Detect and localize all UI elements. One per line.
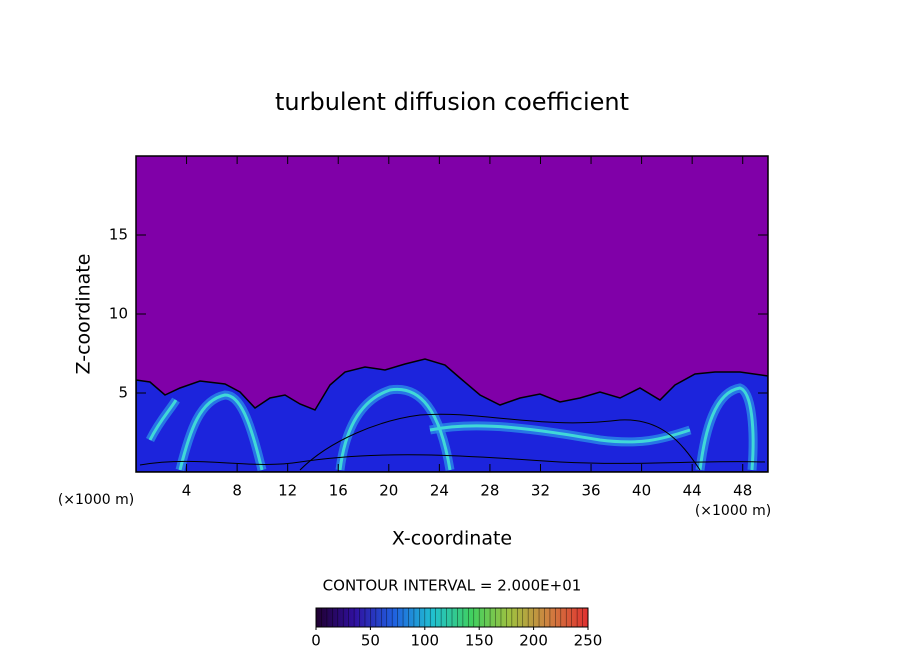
x-axis-label: X-coordinate [392,528,512,550]
y-tick-label: 5 [118,384,128,402]
x-tick-label: 20 [379,482,398,500]
field-streak [698,386,755,471]
chart-title: turbulent diffusion coefficient [275,88,629,116]
contour-line [139,454,766,466]
colorbar-tick-label: 50 [361,632,380,650]
field-streak [178,393,264,471]
contour-interval: CONTOUR INTERVAL = 2.000E+01 [323,577,582,595]
field-streak [338,387,452,471]
y-axis-label: Z-coordinate [73,254,95,375]
x-tick-label: 12 [278,482,297,500]
colorbar-tick-label: 0 [311,632,321,650]
colorbar-tick-label: 200 [519,632,548,650]
x-tick-label: 44 [683,482,702,500]
y-tick-label: 10 [109,305,128,323]
colorbar-tick-label: 150 [465,632,494,650]
field-streak [148,399,178,441]
x-unit-label: (×1000 m) [695,503,771,519]
y-tick-label: 15 [109,226,128,244]
x-tick-label: 48 [733,482,752,500]
x-tick-label: 28 [480,482,499,500]
contour-line [299,413,701,471]
x-tick-label: 36 [581,482,600,500]
x-unit-label: (×1000 m) [58,492,134,508]
x-tick-label: 40 [632,482,651,500]
x-tick-label: 16 [329,482,348,500]
x-tick-label: 4 [182,482,192,500]
x-tick-label: 32 [531,482,550,500]
colorbar-tick-label: 100 [410,632,439,650]
x-tick-label: 24 [430,482,449,500]
x-tick-label: 8 [232,482,242,500]
field-streak [429,424,691,444]
colorbar-tick-label: 250 [574,632,603,650]
contour-field [136,156,768,472]
